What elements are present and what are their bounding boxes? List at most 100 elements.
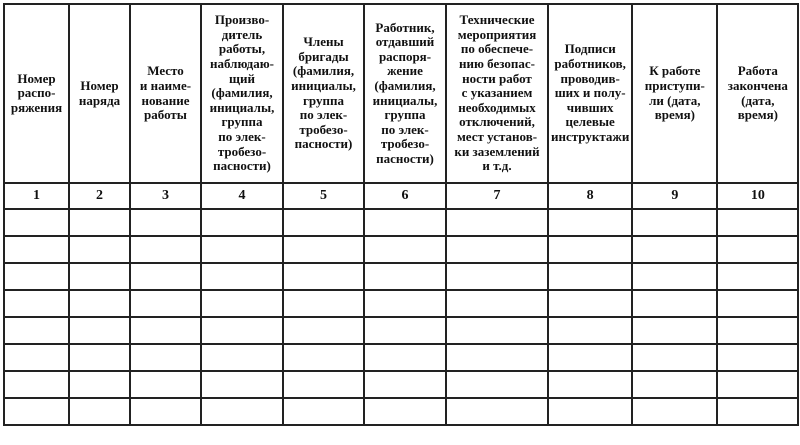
- table-cell: [631, 316, 719, 345]
- table-cell: [716, 208, 800, 237]
- column-header: Подписи работников, проводив- ших и полу…: [546, 3, 634, 184]
- table-cell: [200, 397, 284, 426]
- table-cell: [200, 343, 284, 372]
- table-cell: [546, 370, 634, 399]
- table-cell: [3, 289, 70, 318]
- table-cell: [363, 370, 447, 399]
- table-cell: [631, 235, 719, 264]
- table-cell: [200, 235, 284, 264]
- table-cell: [363, 208, 447, 237]
- table-cell: [546, 235, 634, 264]
- table-cell: [200, 370, 284, 399]
- column-number: 1: [3, 182, 70, 210]
- table-cell: [68, 262, 131, 291]
- table-row: [3, 397, 800, 426]
- table-cell: [282, 397, 365, 426]
- table-cell: [363, 316, 447, 345]
- table-cell: [129, 289, 202, 318]
- table-cell: [200, 316, 284, 345]
- table-cell: [716, 262, 800, 291]
- table-cell: [68, 370, 131, 399]
- column-number-row: 1 2 3 4 5 6 7 8 9 10: [3, 182, 800, 210]
- table-cell: [716, 397, 800, 426]
- table-cell: [363, 289, 447, 318]
- table-cell: [631, 397, 719, 426]
- table-cell: [68, 235, 131, 264]
- table-cell: [3, 397, 70, 426]
- table-cell: [445, 370, 549, 399]
- table-row: [3, 235, 800, 264]
- order-log-table: Номер распо- ряжения Номер наряда Место и …: [3, 3, 800, 426]
- table-cell: [3, 370, 70, 399]
- table-cell: [200, 262, 284, 291]
- table-cell: [3, 343, 70, 372]
- table-cell: [716, 370, 800, 399]
- table-cell: [546, 289, 634, 318]
- table-cell: [631, 370, 719, 399]
- column-header: К работе приступи- ли (дата, время): [631, 3, 719, 184]
- column-number: 8: [546, 182, 634, 210]
- column-number: 10: [716, 182, 800, 210]
- table-cell: [716, 289, 800, 318]
- table-cell: [3, 262, 70, 291]
- table-cell: [129, 316, 202, 345]
- column-header: Номер распо- ряжения: [3, 3, 70, 184]
- table-cell: [363, 397, 447, 426]
- table-cell: [445, 343, 549, 372]
- table-cell: [282, 343, 365, 372]
- table-row: [3, 343, 800, 372]
- column-number: 6: [363, 182, 447, 210]
- table-cell: [631, 289, 719, 318]
- table-cell: [546, 343, 634, 372]
- table-cell: [716, 316, 800, 345]
- table-cell: [282, 370, 365, 399]
- table-row: [3, 370, 800, 399]
- column-number: 3: [129, 182, 202, 210]
- table-cell: [68, 397, 131, 426]
- table-cell: [68, 316, 131, 345]
- column-header: Место и наиме- нование работы: [129, 3, 202, 184]
- column-number: 4: [200, 182, 284, 210]
- table-cell: [716, 235, 800, 264]
- table-cell: [3, 208, 70, 237]
- table-cell: [129, 235, 202, 264]
- table-cell: [631, 262, 719, 291]
- table-cell: [129, 343, 202, 372]
- column-number: 7: [445, 182, 549, 210]
- column-number: 2: [68, 182, 131, 210]
- table-cell: [282, 289, 365, 318]
- table-cell: [546, 316, 634, 345]
- table-cell: [445, 316, 549, 345]
- table-cell: [68, 208, 131, 237]
- table-cell: [445, 235, 549, 264]
- table-cell: [3, 235, 70, 264]
- table-row: [3, 208, 800, 237]
- table-cell: [129, 397, 202, 426]
- table-cell: [282, 208, 365, 237]
- table-cell: [3, 316, 70, 345]
- table-cell: [129, 262, 202, 291]
- table-cell: [445, 289, 549, 318]
- column-header: Работа закончена (дата, время): [716, 3, 800, 184]
- table-cell: [445, 208, 549, 237]
- table-cell: [716, 343, 800, 372]
- column-number: 5: [282, 182, 365, 210]
- table-cell: [282, 262, 365, 291]
- table-cell: [363, 262, 447, 291]
- column-header: Произво- дитель работы, наблюдаю- щий (ф…: [200, 3, 284, 184]
- column-header: Члены бригады (фамилия, инициалы, группа…: [282, 3, 365, 184]
- table-cell: [282, 316, 365, 345]
- table-row: [3, 262, 800, 291]
- table-cell: [363, 343, 447, 372]
- column-header: Работник, отдавший распоря- жение (фамил…: [363, 3, 447, 184]
- table-cell: [129, 208, 202, 237]
- table-row: [3, 316, 800, 345]
- table-cell: [445, 262, 549, 291]
- header-row: Номер распо- ряжения Номер наряда Место и …: [3, 3, 800, 184]
- column-header: Технические мероприятия по обеспече- нию…: [445, 3, 549, 184]
- table-cell: [631, 343, 719, 372]
- table-cell: [631, 208, 719, 237]
- table-cell: [546, 262, 634, 291]
- table-cell: [129, 370, 202, 399]
- table-cell: [68, 289, 131, 318]
